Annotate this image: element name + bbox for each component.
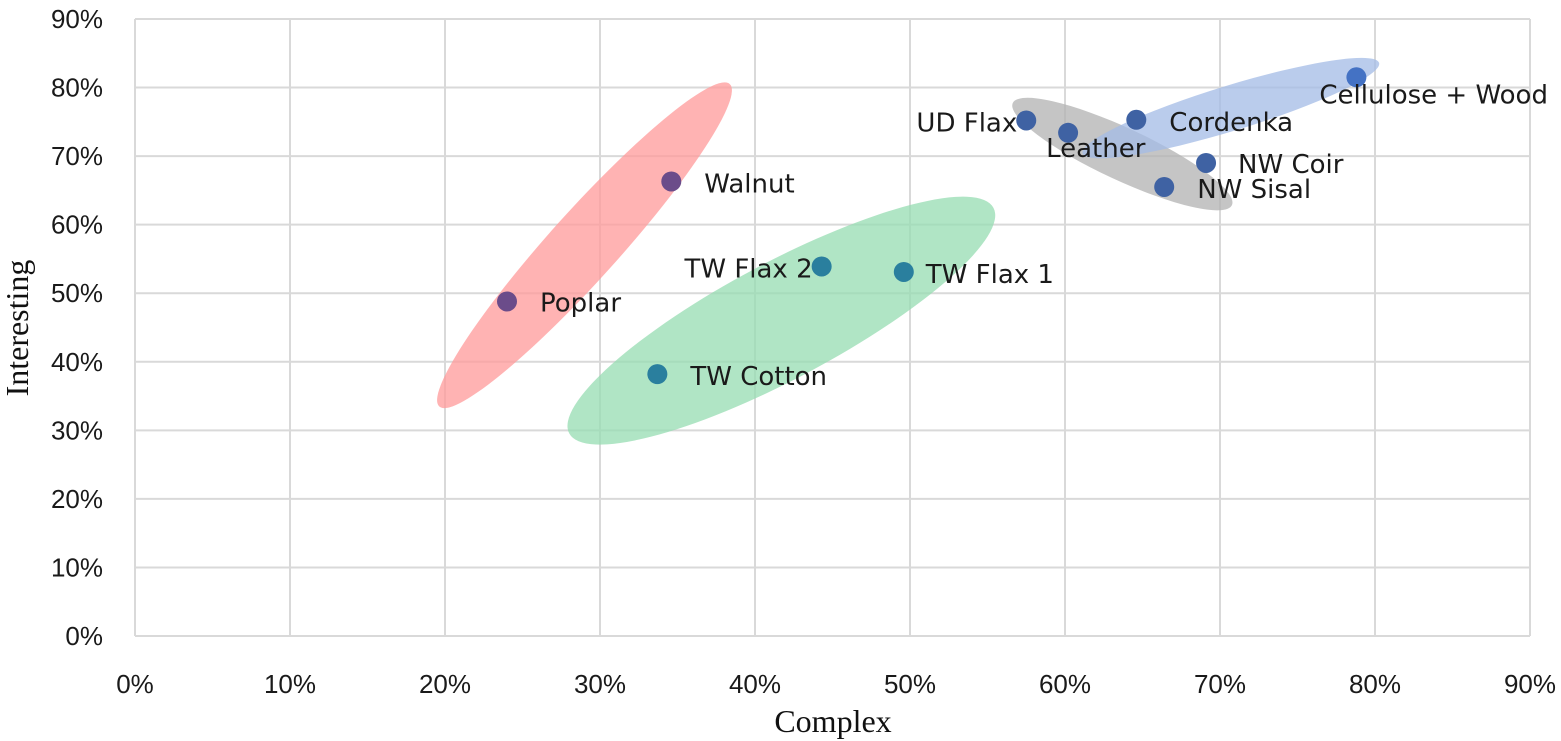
- gridlines: [134, 18, 1531, 637]
- point-label: TW Cotton: [689, 362, 827, 392]
- point-labels: Poplar Walnut TW Cotton TW Flax 2 TW Flax 1 U…: [540, 80, 1548, 392]
- point-label: Leather: [1046, 134, 1146, 164]
- data-point: [893, 261, 914, 282]
- point-label: Poplar: [540, 288, 621, 318]
- data-point: [661, 171, 682, 192]
- point-label: NW Coir: [1238, 150, 1344, 180]
- point-label: Walnut: [704, 169, 794, 199]
- y-axis-title: Interesting: [0, 260, 35, 397]
- group-ellipse: [567, 196, 996, 445]
- y-tick-label: 70%: [51, 141, 103, 171]
- x-axis-ticks: 0% 10% 20% 30% 40% 50% 60% 70% 80% 90%: [116, 669, 1556, 699]
- y-axis-ticks: 0% 10% 20% 30% 40% 50% 60% 70% 80% 90%: [51, 4, 103, 651]
- data-points: [497, 67, 1367, 385]
- data-point: [1126, 109, 1147, 130]
- group-ellipse: [437, 82, 732, 409]
- x-axis-title: Complex: [774, 703, 891, 739]
- y-tick-label: 30%: [51, 415, 103, 445]
- data-point: [1196, 152, 1217, 173]
- data-point: [811, 256, 832, 277]
- data-point: [647, 364, 668, 385]
- group-ellipse: [1082, 57, 1380, 159]
- y-tick-label: 60%: [51, 210, 103, 240]
- x-tick-label: 20%: [419, 669, 471, 699]
- y-tick-label: 20%: [51, 484, 103, 514]
- y-tick-label: 80%: [51, 73, 103, 103]
- x-tick-label: 60%: [1039, 669, 1091, 699]
- x-tick-label: 10%: [264, 669, 316, 699]
- x-tick-label: 40%: [729, 669, 781, 699]
- x-tick-label: 80%: [1349, 669, 1401, 699]
- data-point: [1154, 176, 1175, 197]
- data-point: [1346, 67, 1367, 88]
- data-point: [1016, 110, 1037, 131]
- x-tick-label: 30%: [574, 669, 626, 699]
- point-label: Cellulose + Wood: [1319, 80, 1548, 110]
- data-point: [497, 291, 517, 312]
- x-tick-label: 90%: [1504, 669, 1556, 699]
- point-label: UD Flax: [916, 108, 1017, 138]
- y-tick-label: 0%: [65, 621, 103, 651]
- y-tick-label: 50%: [51, 278, 103, 308]
- y-tick-label: 90%: [51, 4, 103, 34]
- x-tick-label: 70%: [1194, 669, 1246, 699]
- x-tick-label: 0%: [116, 669, 154, 699]
- point-label: NW Sisal: [1197, 175, 1311, 205]
- x-tick-label: 50%: [884, 669, 936, 699]
- point-label: TW Flax 2: [683, 254, 812, 284]
- y-tick-label: 40%: [51, 347, 103, 377]
- point-label: TW Flax 1: [925, 260, 1054, 290]
- data-point: [1058, 122, 1079, 143]
- point-label: Cordenka: [1169, 108, 1293, 138]
- group-ellipses: [437, 57, 1380, 445]
- y-tick-label: 10%: [51, 552, 103, 582]
